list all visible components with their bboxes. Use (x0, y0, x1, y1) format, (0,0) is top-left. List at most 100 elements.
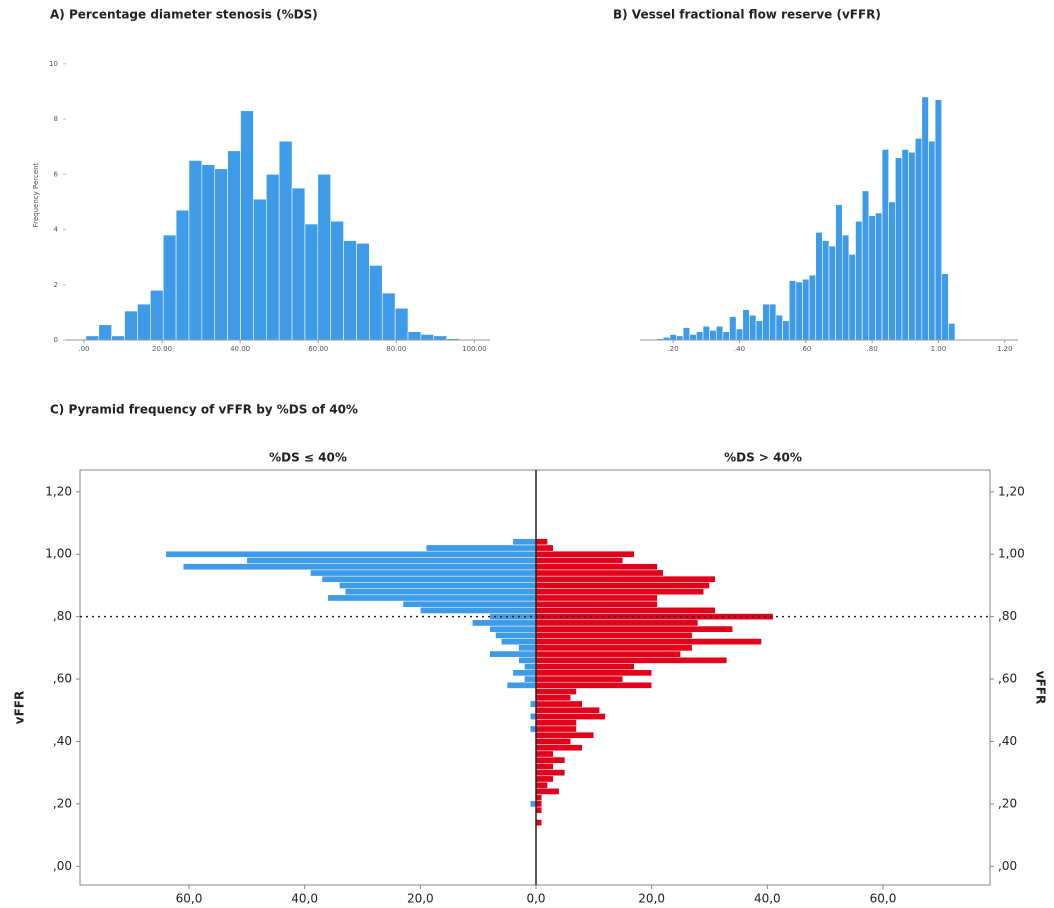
y-tick-label: ,20 (53, 796, 72, 810)
bar (735, 328, 744, 341)
bar (535, 638, 762, 645)
bar (835, 204, 843, 341)
bar (535, 544, 554, 552)
bar (85, 335, 100, 341)
x-tick-label: 1.20 (997, 345, 1013, 353)
bar (676, 335, 684, 341)
bar (240, 110, 254, 341)
bar (137, 303, 151, 341)
x-tick-label: 20,0 (638, 892, 665, 906)
bar (407, 331, 422, 341)
bar (529, 800, 537, 808)
bar (535, 756, 566, 764)
bar (506, 681, 537, 689)
bar (908, 151, 916, 341)
bar (782, 320, 790, 341)
bar (535, 644, 693, 652)
x-tick-label: 20,0 (407, 892, 434, 906)
bar (529, 713, 537, 720)
bar (535, 656, 728, 664)
y-tick-label: 1,00 (998, 547, 1025, 561)
y-tick-label: 1,20 (998, 484, 1025, 498)
bar (304, 223, 319, 341)
bar (524, 663, 537, 670)
x-tick-label: 80.00 (386, 345, 406, 353)
bar (330, 220, 344, 341)
bar (227, 150, 241, 341)
bar (265, 173, 280, 341)
bar (402, 600, 537, 608)
y-tick-label: ,80 (998, 609, 1017, 623)
bar (535, 569, 664, 577)
bar (535, 575, 716, 583)
bar (749, 314, 757, 341)
bar (696, 331, 704, 341)
x-tick-label: .00 (78, 345, 89, 353)
y-axis-title: Frequency Percent (32, 162, 40, 227)
chart-title: B) Vessel fractional flow reserve (vFFR) (613, 8, 881, 22)
bar (788, 280, 797, 341)
bar (501, 638, 537, 645)
bar (535, 650, 681, 658)
x-tick-label: 60,0 (176, 892, 203, 906)
bar (901, 149, 909, 341)
x-tick-label: .60 (800, 345, 811, 353)
y-axis-title: vFFR (1034, 671, 1048, 704)
bar (381, 292, 396, 341)
bar (535, 706, 600, 714)
bar (535, 538, 548, 546)
bar (742, 309, 750, 341)
bar (344, 588, 537, 596)
x-tick-label: 40,0 (291, 892, 318, 906)
bar (524, 675, 537, 683)
bar (775, 314, 783, 341)
bar (881, 149, 889, 341)
bar (535, 738, 571, 745)
bar (518, 656, 537, 664)
bar (278, 140, 293, 341)
bar (702, 325, 710, 341)
bar (535, 632, 693, 639)
bar (291, 187, 306, 341)
x-tick-label: 20.00 (152, 345, 172, 353)
bar (339, 582, 537, 589)
y-tick-label: 10 (49, 60, 58, 68)
y-tick-label: ,00 (998, 859, 1017, 873)
y-tick-label: 1,20 (45, 484, 72, 498)
bar (529, 700, 537, 708)
bar (535, 744, 583, 752)
bar (855, 220, 863, 341)
bar (150, 289, 164, 341)
bar (535, 694, 571, 702)
y-tick-label: 1,00 (45, 547, 72, 561)
bar (535, 750, 554, 758)
bar (535, 669, 652, 677)
bar (795, 281, 803, 341)
bar (535, 681, 652, 689)
bar (165, 550, 537, 558)
bar (769, 303, 777, 341)
bar (214, 168, 228, 341)
bar (535, 613, 774, 621)
bar (535, 800, 543, 808)
panel-header: %DS ≤ 40% (269, 451, 347, 465)
bar (815, 231, 823, 341)
bar (535, 775, 554, 783)
bar (808, 274, 817, 341)
y-tick-label: ,40 (53, 734, 72, 748)
bar (535, 588, 704, 596)
bar (762, 303, 770, 341)
bar (420, 607, 537, 614)
bar (535, 700, 583, 708)
x-tick-label: 60.00 (308, 345, 328, 353)
bar (425, 544, 537, 552)
bar (715, 325, 724, 341)
bar (535, 675, 624, 683)
y-tick-label: 8 (54, 115, 58, 123)
bar (253, 198, 267, 341)
panel-header: %DS > 40% (724, 451, 802, 465)
bar (512, 538, 537, 546)
bar (369, 265, 383, 341)
x-tick-label: .80 (867, 345, 878, 353)
bar (124, 310, 138, 341)
